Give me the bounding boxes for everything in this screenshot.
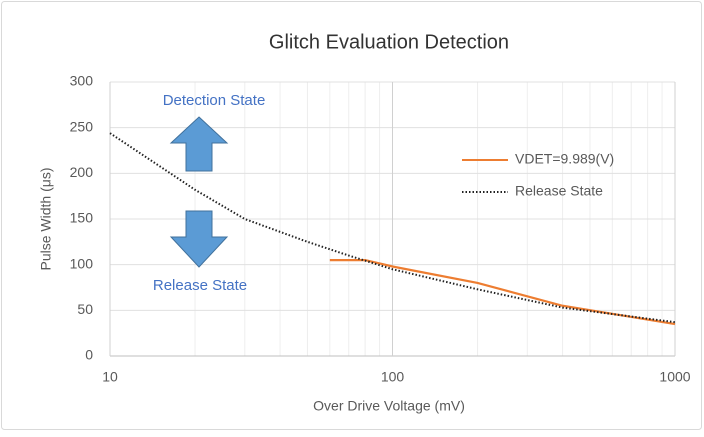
plot bbox=[109, 132, 676, 326]
legend-label: Release State bbox=[515, 183, 603, 199]
y-tick-label: 0 bbox=[85, 347, 93, 363]
line-series bbox=[109, 132, 676, 324]
annotation: Detection State bbox=[163, 92, 266, 109]
x-tick-label: 1000 bbox=[659, 369, 690, 385]
y-tick-label: 150 bbox=[70, 210, 94, 226]
x-tick-label: 100 bbox=[381, 369, 405, 385]
y-axis-label: Pulse Width (μs) bbox=[38, 168, 54, 271]
y-tick-label: 300 bbox=[70, 73, 94, 89]
x-axis-label: Over Drive Voltage (mV) bbox=[313, 398, 465, 414]
y-tick-label: 50 bbox=[77, 301, 93, 317]
legend-label: VDET=9.989(V) bbox=[515, 151, 614, 167]
up-arrow bbox=[169, 116, 229, 172]
y-tick-label: 250 bbox=[70, 118, 94, 134]
annotation: Release State bbox=[153, 277, 247, 294]
chart-frame bbox=[1, 1, 702, 430]
x-tick-label: 10 bbox=[102, 369, 118, 385]
y-tick-label: 100 bbox=[70, 255, 94, 271]
y-tick-label: 200 bbox=[70, 164, 94, 180]
grid bbox=[109, 81, 676, 357]
chart-title: Glitch Evaluation Detection bbox=[269, 31, 509, 53]
down-arrow bbox=[169, 210, 229, 268]
line-series bbox=[329, 259, 676, 326]
